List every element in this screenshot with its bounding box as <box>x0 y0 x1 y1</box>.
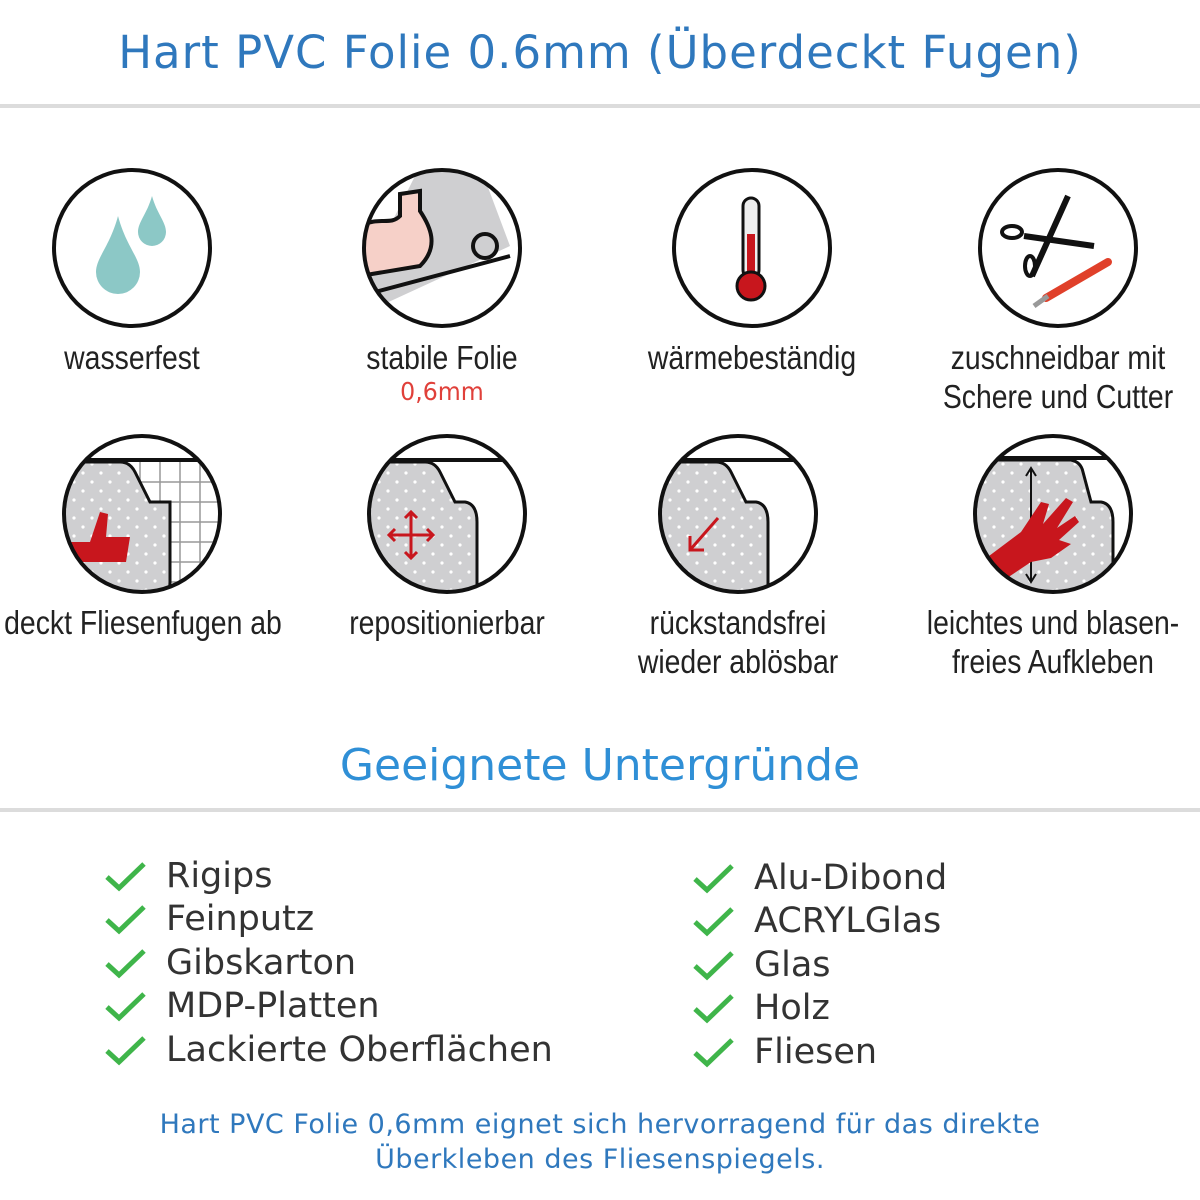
surface-item: Holz <box>692 987 947 1031</box>
divider <box>0 104 1200 108</box>
surfaces-title: Geeignete Untergründe <box>339 740 861 791</box>
feature-label: deckt Fliesenfugen ab <box>4 604 282 641</box>
footer-note: Hart PVC Folie 0,6mm eignet sich hervorr… <box>159 1109 1041 1175</box>
surface-item: Lackierte Oberflächen <box>104 1028 553 1072</box>
surface-label: Gibskarton <box>166 942 357 983</box>
check-icon <box>693 950 734 981</box>
check-icon <box>105 992 146 1022</box>
surface-label: Feinputz <box>166 899 315 940</box>
thumbs-up-tiles-icon <box>62 434 222 594</box>
surface-item: Feinputz <box>104 898 553 942</box>
thickness-value: 0,6mm <box>400 377 484 406</box>
surface-label: Rigips <box>166 855 273 896</box>
feature-label: rückstandsfrei wieder ablösbar <box>637 604 839 680</box>
surface-item: Alu-Dibond <box>692 856 947 900</box>
feature-label: wärmebeständig <box>647 339 857 376</box>
water-drops-icon <box>52 168 212 328</box>
surface-item: Glas <box>692 943 947 987</box>
surface-label: ACRYLGlas <box>754 901 942 942</box>
thermometer-icon <box>672 168 832 328</box>
surface-label: Glas <box>754 944 831 985</box>
check-icon <box>105 905 146 935</box>
surface-item: MDP-Platten <box>104 985 553 1029</box>
feature-label: repositionierbar <box>349 604 545 641</box>
surface-label: Fliesen <box>754 1031 878 1072</box>
feature-label: leichtes und blasen-freies Aufkleben <box>926 604 1180 680</box>
surfaces-list-right: Alu-Dibond ACRYLGlas Glas Holz Fliesen <box>692 856 947 1074</box>
surfaces-list-left: Rigips Feinputz Gibskarton MDP-Platten Lacki… <box>104 854 553 1072</box>
surface-label: Holz <box>754 988 830 1029</box>
check-icon <box>693 1037 734 1068</box>
strong-arm-foil-icon <box>362 168 522 328</box>
check-icon <box>105 948 146 979</box>
check-icon <box>693 863 734 894</box>
check-icon <box>693 994 734 1024</box>
surface-item: ACRYLGlas <box>692 900 947 944</box>
surface-item: Gibskarton <box>104 941 553 985</box>
surface-label: Lackierte Oberflächen <box>166 1029 553 1070</box>
check-icon <box>105 861 146 892</box>
page-title: Hart PVC Folie 0.6mm (Überdeckt Fugen) <box>118 26 1082 79</box>
scissors-cutter-icon <box>978 168 1138 328</box>
divider <box>0 808 1200 812</box>
feature-label: zuschneidbar mit Schere und Cutter <box>942 339 1174 415</box>
surface-label: MDP-Platten <box>166 986 380 1027</box>
surface-item: Rigips <box>104 854 553 898</box>
check-icon <box>693 907 734 937</box>
move-arrows-icon <box>367 434 527 594</box>
surface-item: Fliesen <box>692 1030 947 1074</box>
peel-arrow-icon <box>658 434 818 594</box>
check-icon <box>105 1035 146 1066</box>
surface-label: Alu-Dibond <box>754 857 948 898</box>
feature-label: stabile Folie 0,6mm <box>313 338 571 407</box>
hand-smooth-icon <box>973 434 1133 594</box>
feature-label: wasserfest <box>64 339 200 376</box>
